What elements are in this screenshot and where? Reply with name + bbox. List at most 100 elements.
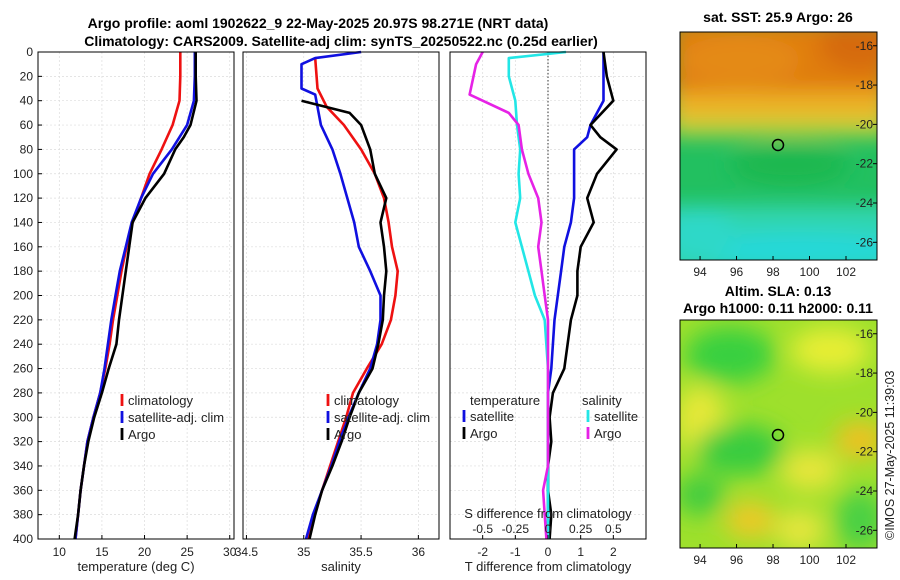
depth-tick-label: 60 bbox=[20, 118, 34, 132]
legend-label: Argo bbox=[128, 427, 155, 442]
map-x-tick-label: 96 bbox=[730, 553, 744, 567]
map-y-tick-label: -26 bbox=[856, 523, 874, 537]
x-tick-label: -1 bbox=[510, 545, 521, 559]
difference-line-temperature-argo bbox=[546, 51, 618, 540]
legend-label: satellite bbox=[594, 409, 638, 424]
s-diff-tick-label: 0 bbox=[545, 522, 552, 536]
s-diff-tick-label: -0.5 bbox=[472, 522, 493, 536]
legend-label: Argo bbox=[334, 427, 361, 442]
salinity-panel: 34.5 35 35.5 36 salinity climatology satellite… bbox=[235, 50, 440, 574]
sst-argo-marker bbox=[771, 138, 785, 152]
sst-map-panel: sat. SST: 25.9 Argo: 26 94 96 98 100 102 -16 -… bbox=[679, 9, 878, 279]
depth-tick-label: 340 bbox=[13, 459, 33, 473]
x-tick-label: -2 bbox=[477, 545, 488, 559]
depth-tick-label: 320 bbox=[13, 435, 33, 449]
x-tick-label: 2 bbox=[610, 545, 617, 559]
difference-xlabel: T difference from climatology bbox=[465, 559, 632, 574]
map-y-tick-label: -22 bbox=[856, 157, 874, 171]
x-tick-label: 36 bbox=[412, 545, 426, 559]
temperature-panel: 10 15 20 25 30 temperature (deg C) 0 20 40 60 80 10… bbox=[13, 45, 237, 574]
depth-tick-label: 180 bbox=[13, 264, 33, 278]
depth-tick-label: 100 bbox=[13, 167, 33, 181]
map-x-tick-label: 102 bbox=[836, 553, 856, 567]
map-x-tick-label: 94 bbox=[693, 553, 707, 567]
map-y-tick-label: -24 bbox=[856, 484, 874, 498]
legend-label: Argo bbox=[470, 426, 497, 441]
map-y-tick-label: -24 bbox=[856, 196, 874, 210]
temperature-line-argo bbox=[73, 52, 198, 540]
depth-tick-label: 80 bbox=[20, 142, 34, 156]
depth-tick-label: 280 bbox=[13, 386, 33, 400]
x-tick-label: 20 bbox=[138, 545, 152, 559]
salinity-axes bbox=[242, 51, 440, 540]
x-tick-label: 15 bbox=[95, 545, 109, 559]
sst-map-axes bbox=[679, 31, 878, 261]
depth-tick-label: 400 bbox=[13, 532, 33, 546]
legend-label: Argo bbox=[594, 426, 621, 441]
depth-tick-label: 360 bbox=[13, 483, 33, 497]
depth-tick-label: 140 bbox=[13, 215, 33, 229]
legend-label: climatology bbox=[128, 393, 194, 408]
map-x-tick-label: 100 bbox=[799, 265, 819, 279]
legend-label: satellite bbox=[470, 409, 514, 424]
s-difference-label: S difference from climatology bbox=[464, 506, 632, 521]
map-y-tick-label: -22 bbox=[856, 445, 874, 459]
x-tick-label: 0 bbox=[545, 545, 552, 559]
sla-map-title-line1: Altim. SLA: 0.13 bbox=[725, 283, 832, 299]
map-y-tick-label: -18 bbox=[856, 366, 874, 380]
figure-title-line2: Climatology: CARS2009. Satellite-adj cli… bbox=[84, 33, 598, 49]
s-diff-tick-label: -0.25 bbox=[502, 522, 530, 536]
legend-label: climatology bbox=[334, 393, 400, 408]
sla-map-ticks: 94 96 98 100 102 -16 -18 -20 -22 -24 -26 bbox=[693, 327, 877, 567]
legend-title-salinity: salinity bbox=[582, 393, 622, 408]
map-x-tick-label: 98 bbox=[766, 265, 780, 279]
difference-line-salinity-argo bbox=[468, 51, 550, 540]
depth-tick-label: 260 bbox=[13, 362, 33, 376]
depth-tick-label: 160 bbox=[13, 240, 33, 254]
depth-tick-label: 200 bbox=[13, 289, 33, 303]
depth-tick-label: 0 bbox=[26, 45, 33, 59]
depth-tick-label: 240 bbox=[13, 337, 33, 351]
sst-map-field bbox=[680, 32, 877, 260]
depth-tick-label: 380 bbox=[13, 508, 33, 522]
legend-label: satellite-adj. clim bbox=[128, 410, 224, 425]
difference-panel: -2 -1 0 1 2T difference from climatology temp… bbox=[449, 50, 647, 574]
salinity-line-argo bbox=[301, 99, 388, 540]
s-diff-tick-label: 0.5 bbox=[605, 522, 622, 536]
map-y-tick-label: -26 bbox=[856, 235, 874, 249]
x-tick-label: 1 bbox=[577, 545, 584, 559]
depth-tick-label: 220 bbox=[13, 313, 33, 327]
temperature-xlabel: temperature (deg C) bbox=[77, 559, 194, 574]
depth-tick-label: 120 bbox=[13, 191, 33, 205]
map-x-tick-label: 102 bbox=[836, 265, 856, 279]
map-y-tick-label: -20 bbox=[856, 405, 874, 419]
map-x-tick-label: 98 bbox=[766, 553, 780, 567]
x-tick-label: 35.5 bbox=[349, 545, 373, 559]
salinity-line-satellite-adj-clim bbox=[300, 50, 382, 540]
map-y-tick-label: -20 bbox=[856, 117, 874, 131]
legend-title-temperature: temperature bbox=[470, 393, 540, 408]
imos-timestamp: ©IMOS 27-May-2025 11:39:03 bbox=[883, 370, 897, 540]
sla-map-axes bbox=[679, 319, 878, 549]
sla-map-field bbox=[680, 320, 877, 548]
map-y-tick-label: -16 bbox=[856, 327, 874, 341]
x-tick-label: 34.5 bbox=[235, 545, 259, 559]
map-x-tick-label: 96 bbox=[730, 265, 744, 279]
x-tick-label: 25 bbox=[180, 545, 194, 559]
sst-map-ticks: 94 96 98 100 102 -16 -18 -20 -22 -24 -26 bbox=[693, 39, 877, 279]
x-tick-label: 30 bbox=[223, 545, 237, 559]
sla-argo-marker bbox=[771, 428, 785, 442]
map-y-tick-label: -18 bbox=[856, 78, 874, 92]
s-diff-tick-label: 0.25 bbox=[569, 522, 593, 536]
depth-tick-label: 300 bbox=[13, 410, 33, 424]
x-tick-label: 35 bbox=[297, 545, 311, 559]
sla-map-panel: Altim. SLA: 0.13 Argo h1000: 0.11 h2000:… bbox=[679, 283, 878, 567]
sst-map-title: sat. SST: 25.9 Argo: 26 bbox=[703, 9, 853, 25]
x-tick-label: 10 bbox=[53, 545, 67, 559]
map-x-tick-label: 100 bbox=[799, 553, 819, 567]
sla-map-title-line2: Argo h1000: 0.11 h2000: 0.11 bbox=[683, 300, 873, 316]
map-y-tick-label: -16 bbox=[856, 39, 874, 53]
figure-title-line1: Argo profile: aoml 1902622_9 22-May-2025… bbox=[88, 15, 549, 31]
